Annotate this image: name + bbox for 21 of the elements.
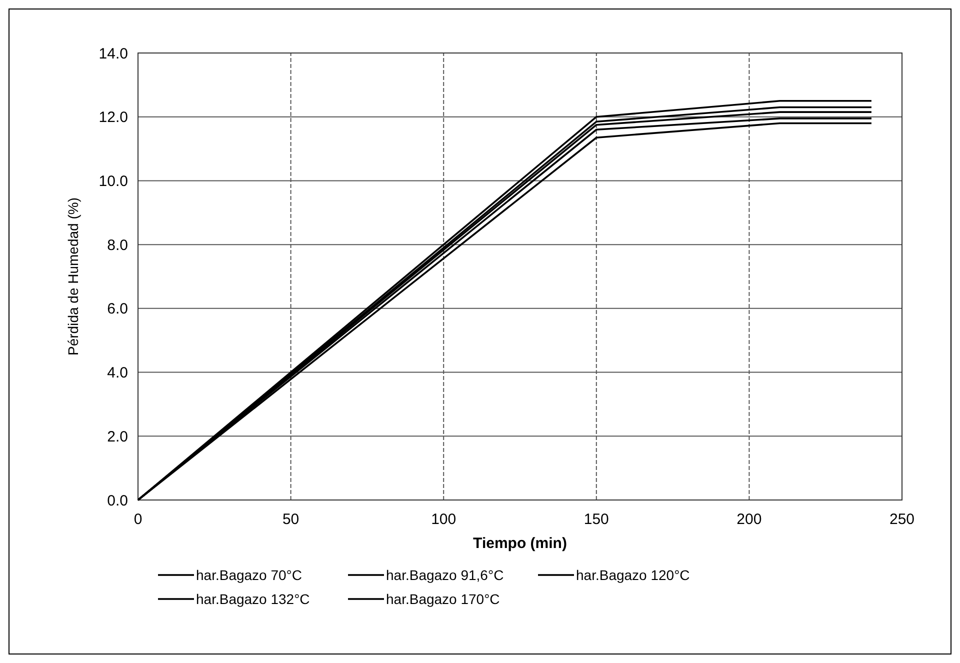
legend-label: har.Bagazo 132°C: [196, 590, 310, 607]
x-tick-label: 0: [134, 511, 142, 528]
y-tick-label: 12.0: [98, 109, 128, 126]
x-tick-label: 150: [584, 511, 609, 528]
y-tick-label: 6.0: [107, 300, 128, 318]
x-axis-title: Tiempo (min): [473, 535, 567, 552]
y-tick-label: 2.0: [107, 428, 128, 446]
legend-label: har.Bagazo 91,6°C: [386, 566, 504, 583]
legend-label: har.Bagazo 70°C: [196, 566, 302, 583]
y-tick-label: 14.0: [98, 45, 128, 62]
y-tick-label: 4.0: [107, 364, 128, 382]
y-tick-label: 8.0: [107, 236, 128, 254]
y-tick-label: 0.0: [107, 492, 128, 510]
x-tick-label: 100: [431, 511, 456, 528]
x-tick-label: 200: [736, 511, 762, 528]
x-tick-label: 50: [282, 511, 300, 528]
y-axis-title: Pérdida de Humedad (%): [65, 198, 81, 356]
legend-label: har.Bagazo 170°C: [386, 590, 500, 607]
y-tick-label: 10.0: [98, 172, 128, 190]
x-tick-label: 250: [889, 511, 915, 528]
legend-label: har.Bagazo 120°C: [576, 566, 690, 583]
